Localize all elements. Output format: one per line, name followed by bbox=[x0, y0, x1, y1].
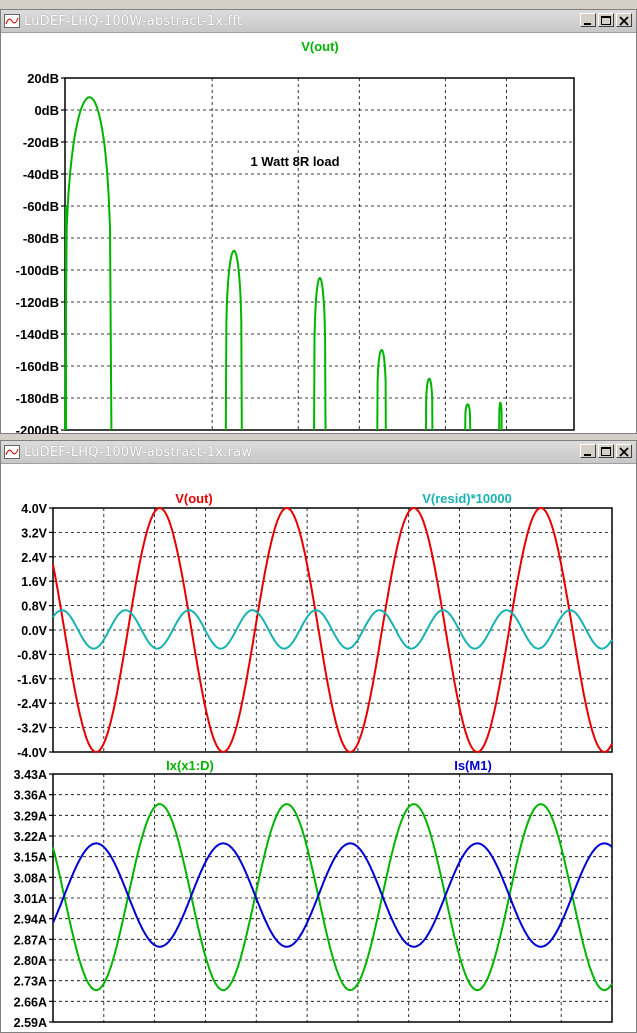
y-tick-label: 2.94A bbox=[14, 913, 47, 927]
close-button[interactable] bbox=[616, 13, 632, 27]
transient-window: LuDEF-LHQ-100W-abstract-1x.raw V(out) V(… bbox=[0, 440, 637, 1033]
y-tick-label: -120dB bbox=[16, 295, 59, 310]
plot-frame bbox=[64, 77, 575, 431]
transient-chart: V(out) V(resid)*10000 Ix(x1:D) Is(M1) 4.… bbox=[14, 491, 613, 1030]
waveform-ix-x1-d- bbox=[52, 803, 613, 992]
y-tick-label: 2.73A bbox=[14, 975, 47, 989]
y-tick-label: -3.2V bbox=[17, 722, 48, 736]
y-tick-label: -100dB bbox=[16, 263, 59, 278]
series-label-vresid: V(resid)*10000 bbox=[422, 491, 512, 506]
y-tick-label: 3.08A bbox=[14, 871, 47, 885]
y-tick-label: -4.0V bbox=[17, 746, 48, 760]
spectrum-peak bbox=[224, 249, 243, 431]
y-tick-label: 2.4V bbox=[21, 551, 47, 565]
y-tick-label: -1.6V bbox=[17, 673, 48, 687]
close-icon bbox=[619, 447, 629, 457]
spectrum-peak bbox=[498, 401, 503, 431]
minimize-button[interactable] bbox=[580, 13, 596, 27]
y-tick-label: 3.15A bbox=[14, 851, 47, 865]
y-tick-label: -140dB bbox=[16, 327, 59, 342]
spectrum-peak bbox=[464, 403, 472, 431]
y-tick-label: -0.8V bbox=[17, 648, 48, 662]
y-tick-label: -2.4V bbox=[17, 697, 48, 711]
y-tick-label: 3.29A bbox=[14, 809, 47, 823]
maximize-button[interactable] bbox=[598, 444, 614, 458]
maximize-button[interactable] bbox=[598, 13, 614, 27]
waveform-v-resid-10000 bbox=[52, 609, 613, 650]
series-label-is: Is(M1) bbox=[454, 758, 492, 773]
fft-chart: V(out) 1 Watt 8R load 20dB 0dB -20dB -40dB -… bbox=[16, 39, 575, 434]
close-icon bbox=[619, 16, 629, 26]
y-tick-label: 2.66A bbox=[14, 995, 47, 1009]
waveform-app-icon bbox=[4, 14, 20, 28]
minimize-button[interactable] bbox=[580, 444, 596, 458]
y-tick-label: 3.36A bbox=[14, 789, 47, 803]
waveform-is-m1- bbox=[52, 842, 613, 948]
transient-titlebar[interactable]: LuDEF-LHQ-100W-abstract-1x.raw bbox=[1, 441, 636, 464]
chart-title: V(out) bbox=[301, 39, 339, 54]
plot-frame bbox=[52, 507, 613, 753]
y-tick-label: -60dB bbox=[23, 199, 59, 214]
minimize-icon bbox=[584, 454, 591, 456]
series-label-ix: Ix(x1:D) bbox=[166, 758, 214, 773]
y-tick-label: 0.8V bbox=[21, 600, 47, 614]
maximize-icon bbox=[601, 16, 611, 25]
chart-annotation: 1 Watt 8R load bbox=[250, 154, 339, 169]
close-button[interactable] bbox=[616, 444, 632, 458]
spectrum-peak bbox=[376, 348, 387, 431]
window-title: LuDEF-LHQ-100W-abstract-1x.raw bbox=[24, 444, 253, 460]
series-label-vout: V(out) bbox=[175, 491, 213, 506]
y-tick-label: 4.0V bbox=[21, 502, 47, 516]
spectrum-peak bbox=[425, 377, 434, 431]
y-tick-label: -20dB bbox=[23, 135, 59, 150]
waveform-app-icon bbox=[4, 445, 20, 459]
y-tick-label: 2.87A bbox=[14, 933, 47, 947]
minimize-icon bbox=[584, 23, 591, 25]
y-tick-label: -80dB bbox=[23, 231, 59, 246]
spectrum-peak bbox=[313, 276, 327, 431]
y-tick-label: 0.0V bbox=[21, 624, 47, 638]
y-tick-label: 2.59A bbox=[14, 1016, 47, 1030]
y-tick-label: 1.6V bbox=[21, 575, 47, 589]
maximize-icon bbox=[601, 447, 611, 456]
y-tick-label: 0dB bbox=[34, 103, 59, 118]
fft-window: LuDEF-LHQ-100W-abstract-1x.fft V(out) 1 … bbox=[0, 9, 637, 434]
y-tick-label: 3.2V bbox=[21, 526, 47, 540]
y-tick-label: 3.43A bbox=[14, 768, 47, 782]
y-tick-label: -160dB bbox=[16, 359, 59, 374]
waveform-v-out- bbox=[52, 506, 613, 754]
fft-titlebar[interactable]: LuDEF-LHQ-100W-abstract-1x.fft bbox=[1, 10, 636, 33]
y-tick-label: -180dB bbox=[16, 391, 59, 406]
y-tick-label: 2.80A bbox=[14, 954, 47, 968]
y-tick-label: -200dB bbox=[16, 423, 59, 434]
y-tick-label: 3.22A bbox=[14, 830, 47, 844]
window-title: LuDEF-LHQ-100W-abstract-1x.fft bbox=[24, 13, 243, 29]
plot-frame bbox=[52, 773, 613, 1023]
y-tick-label: 3.01A bbox=[14, 892, 47, 906]
y-tick-label: 20dB bbox=[27, 71, 59, 86]
y-tick-label: -40dB bbox=[23, 167, 59, 182]
spectrum-peak bbox=[64, 96, 113, 431]
